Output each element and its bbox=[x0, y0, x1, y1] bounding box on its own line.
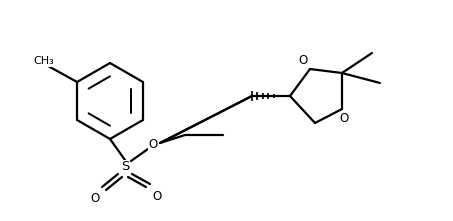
Text: S: S bbox=[121, 160, 129, 173]
Text: O: O bbox=[299, 53, 308, 67]
Text: O: O bbox=[339, 112, 349, 126]
Text: O: O bbox=[152, 189, 162, 202]
Text: O: O bbox=[149, 139, 158, 152]
Text: O: O bbox=[91, 192, 100, 206]
Text: CH₃: CH₃ bbox=[34, 56, 54, 66]
